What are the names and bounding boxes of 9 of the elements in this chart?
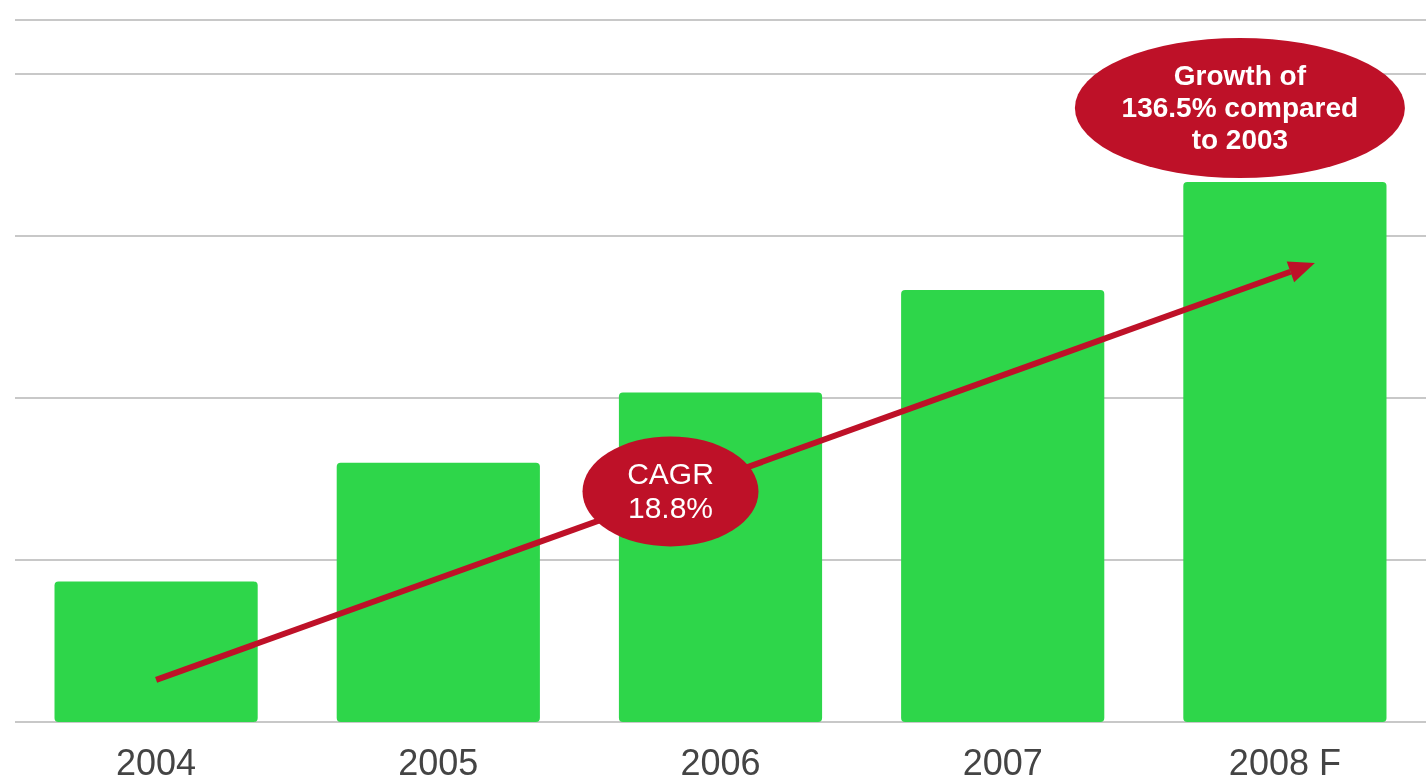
bar bbox=[901, 290, 1105, 722]
x-tick-label: 2006 bbox=[680, 741, 761, 783]
x-tick-label: 2007 bbox=[962, 741, 1043, 783]
x-tick-label: 2004 bbox=[116, 741, 197, 783]
x-tick-label: 2005 bbox=[398, 741, 479, 783]
bar bbox=[336, 462, 540, 722]
bar bbox=[1183, 182, 1387, 722]
x-tick-label: 2008 F bbox=[1228, 741, 1341, 783]
bar bbox=[54, 581, 258, 722]
